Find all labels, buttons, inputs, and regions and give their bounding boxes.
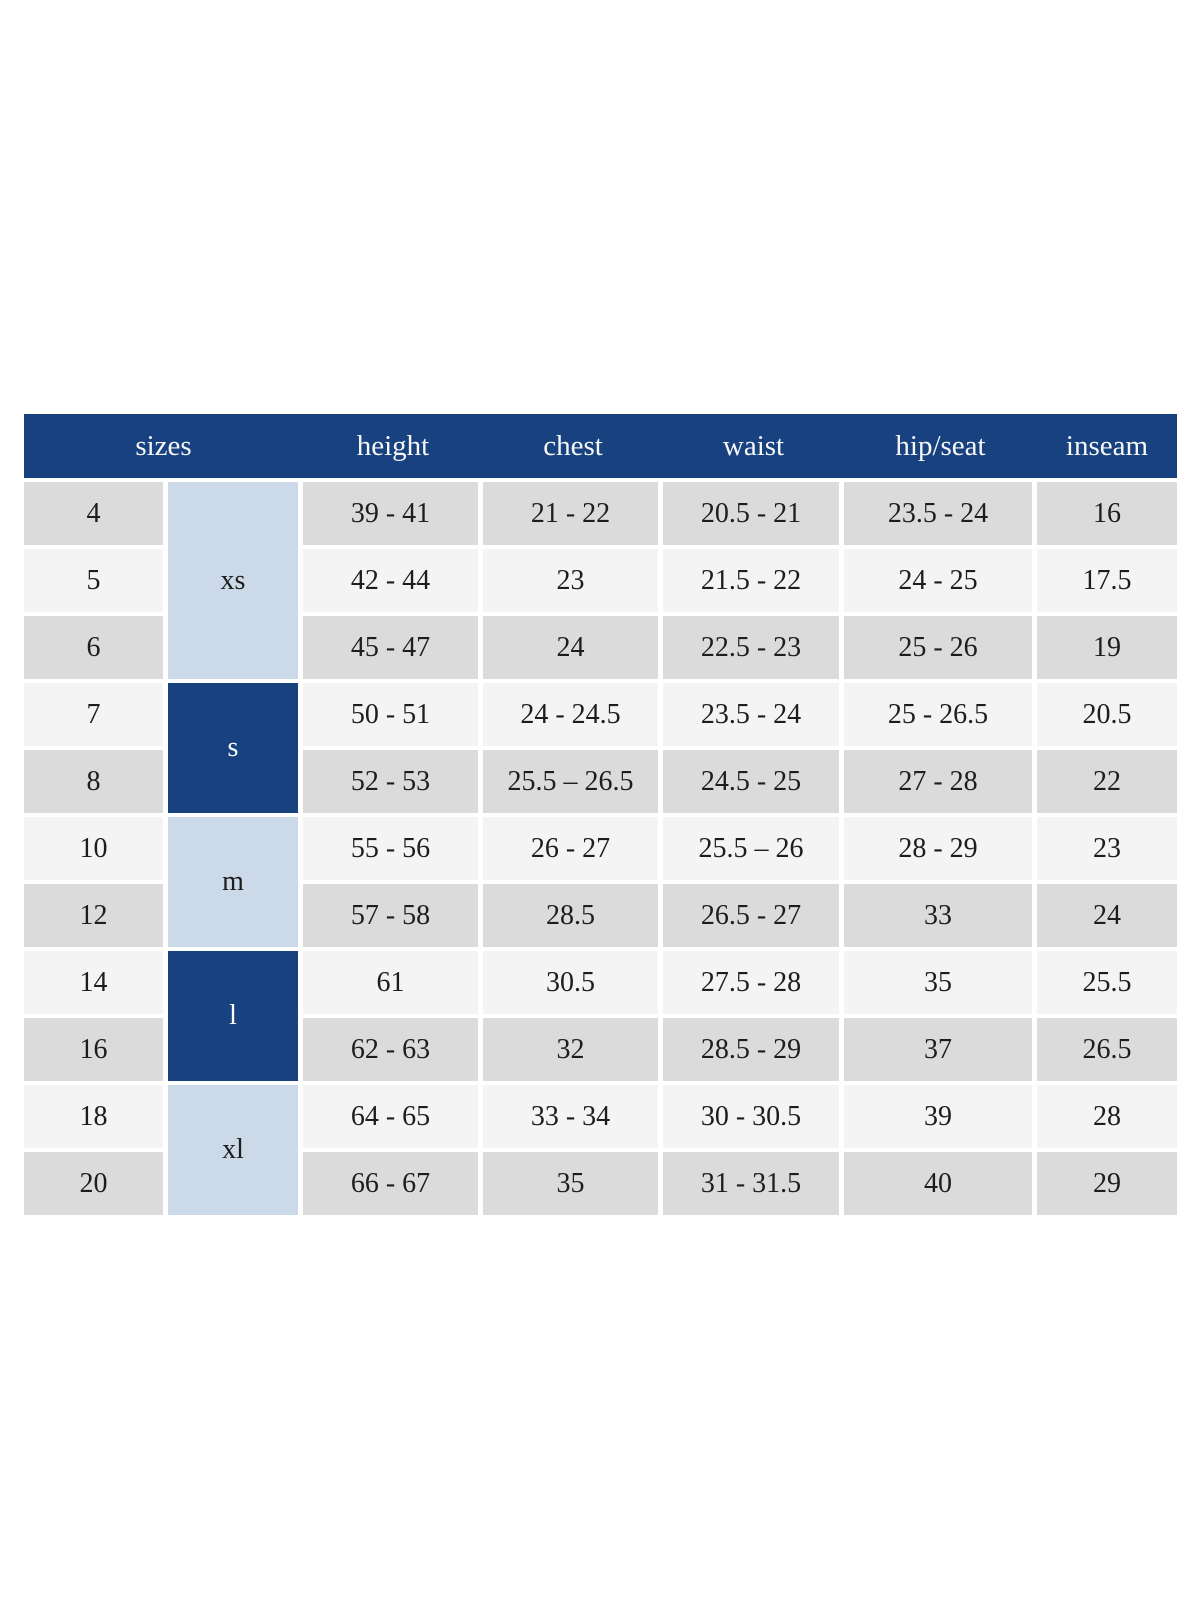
- waist-cell: 23.5 - 24: [663, 683, 844, 750]
- table-row: 7 s 50 - 51 24 - 24.5 23.5 - 24 25 - 26.5 20.5: [24, 683, 1177, 817]
- waist-cell: 30 - 30.5: [663, 1085, 844, 1152]
- size-cell: 7: [24, 683, 168, 750]
- column-header-chest: chest: [483, 414, 663, 482]
- table-row: 4 xs 39 - 41 21 - 22 20.5 - 21 23.5 - 24 16: [24, 482, 1177, 683]
- size-group-cell: l: [168, 951, 303, 1085]
- size-chart-body: 4 xs 39 - 41 21 - 22 20.5 - 21 23.5 - 24 16 5 42…: [24, 482, 1177, 1219]
- hip-cell: 28 - 29: [844, 817, 1037, 884]
- waist-cell: 22.5 - 23: [663, 616, 844, 683]
- inseam-cell: 23: [1037, 817, 1177, 884]
- column-header-sizes: sizes: [24, 414, 303, 482]
- waist-cell: 21.5 - 22: [663, 549, 844, 616]
- table-row: 5 42 - 44 23 21.5 - 22 24 - 25 17.5: [24, 549, 1177, 616]
- chest-cell: 21 - 22: [483, 482, 663, 549]
- chest-cell: 35: [483, 1152, 663, 1219]
- hip-cell: 37: [844, 1018, 1037, 1085]
- height-cell: 42 - 44: [303, 549, 483, 616]
- size-chart: sizes height chest waist hip/seat inseam…: [24, 414, 1177, 1219]
- table-row: 18 xl 64 - 65 33 - 34 30 - 30.5 39 28: [24, 1085, 1177, 1219]
- size-group-cell: m: [168, 817, 303, 951]
- inseam-cell: 22: [1037, 750, 1177, 817]
- inseam-cell: 26.5: [1037, 1018, 1177, 1085]
- hip-cell: 23.5 - 24: [844, 482, 1037, 549]
- hip-cell: 33: [844, 884, 1037, 951]
- table-row: 8 52 - 53 25.5 – 26.5 24.5 - 25 27 - 28 22: [24, 750, 1177, 817]
- height-cell: 50 - 51: [303, 683, 483, 750]
- size-group-cell: xl: [168, 1085, 303, 1219]
- height-cell: 55 - 56: [303, 817, 483, 884]
- header-row: sizes height chest waist hip/seat inseam: [24, 414, 1177, 482]
- size-cell: 5: [24, 549, 168, 616]
- table-row: 20 66 - 67 35 31 - 31.5 40 29: [24, 1152, 1177, 1219]
- inseam-cell: 17.5: [1037, 549, 1177, 616]
- table-row: 16 62 - 63 32 28.5 - 29 37 26.5: [24, 1018, 1177, 1085]
- height-cell: 64 - 65: [303, 1085, 483, 1152]
- size-cell: 12: [24, 884, 168, 951]
- inseam-cell: 20.5: [1037, 683, 1177, 750]
- size-cell: 8: [24, 750, 168, 817]
- waist-cell: 28.5 - 29: [663, 1018, 844, 1085]
- hip-cell: 25 - 26.5: [844, 683, 1037, 750]
- table-row: 10 m 55 - 56 26 - 27 25.5 – 26 28 - 29 23: [24, 817, 1177, 951]
- height-cell: 45 - 47: [303, 616, 483, 683]
- height-cell: 52 - 53: [303, 750, 483, 817]
- chest-cell: 25.5 – 26.5: [483, 750, 663, 817]
- chest-cell: 24 - 24.5: [483, 683, 663, 750]
- height-cell: 39 - 41: [303, 482, 483, 549]
- hip-cell: 35: [844, 951, 1037, 1018]
- hip-cell: 27 - 28: [844, 750, 1037, 817]
- chest-cell: 33 - 34: [483, 1085, 663, 1152]
- inseam-cell: 29: [1037, 1152, 1177, 1219]
- chest-cell: 28.5: [483, 884, 663, 951]
- chest-cell: 26 - 27: [483, 817, 663, 884]
- column-header-waist: waist: [663, 414, 844, 482]
- waist-cell: 26.5 - 27: [663, 884, 844, 951]
- height-cell: 62 - 63: [303, 1018, 483, 1085]
- table-row: 12 57 - 58 28.5 26.5 - 27 33 24: [24, 884, 1177, 951]
- size-cell: 4: [24, 482, 168, 549]
- size-cell: 10: [24, 817, 168, 884]
- chest-cell: 30.5: [483, 951, 663, 1018]
- hip-cell: 40: [844, 1152, 1037, 1219]
- column-header-hip-seat: hip/seat: [844, 414, 1037, 482]
- height-cell: 66 - 67: [303, 1152, 483, 1219]
- waist-cell: 31 - 31.5: [663, 1152, 844, 1219]
- size-cell: 16: [24, 1018, 168, 1085]
- column-header-inseam: inseam: [1037, 414, 1177, 482]
- chest-cell: 24: [483, 616, 663, 683]
- size-cell: 20: [24, 1152, 168, 1219]
- chest-cell: 32: [483, 1018, 663, 1085]
- inseam-cell: 25.5: [1037, 951, 1177, 1018]
- waist-cell: 27.5 - 28: [663, 951, 844, 1018]
- size-group-cell: xs: [168, 482, 303, 683]
- inseam-cell: 16: [1037, 482, 1177, 549]
- column-header-height: height: [303, 414, 483, 482]
- height-cell: 57 - 58: [303, 884, 483, 951]
- hip-cell: 39: [844, 1085, 1037, 1152]
- table-row: 14 l 61 30.5 27.5 - 28 35 25.5: [24, 951, 1177, 1085]
- waist-cell: 25.5 – 26: [663, 817, 844, 884]
- size-cell: 6: [24, 616, 168, 683]
- hip-cell: 25 - 26: [844, 616, 1037, 683]
- inseam-cell: 28: [1037, 1085, 1177, 1152]
- size-cell: 14: [24, 951, 168, 1018]
- chest-cell: 23: [483, 549, 663, 616]
- waist-cell: 24.5 - 25: [663, 750, 844, 817]
- hip-cell: 24 - 25: [844, 549, 1037, 616]
- inseam-cell: 24: [1037, 884, 1177, 951]
- size-chart-table: sizes height chest waist hip/seat inseam…: [24, 414, 1177, 1219]
- size-cell: 18: [24, 1085, 168, 1152]
- table-row: 6 45 - 47 24 22.5 - 23 25 - 26 19: [24, 616, 1177, 683]
- waist-cell: 20.5 - 21: [663, 482, 844, 549]
- size-group-cell: s: [168, 683, 303, 817]
- inseam-cell: 19: [1037, 616, 1177, 683]
- height-cell: 61: [303, 951, 483, 1018]
